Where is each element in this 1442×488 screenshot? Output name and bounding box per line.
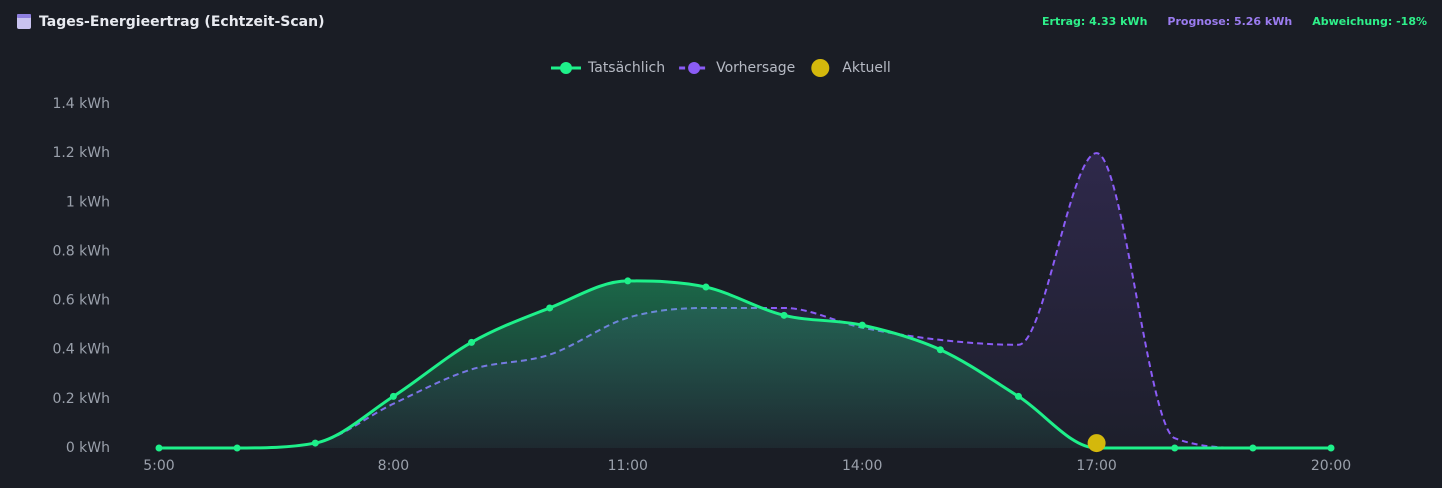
- point: [468, 338, 476, 346]
- point: [1249, 444, 1257, 452]
- stat: Ertrag: 4.33 kWh: [1042, 15, 1147, 28]
- line: [159, 279, 1331, 450]
- y-tick-label: 0.4 kWh: [52, 342, 110, 358]
- y-tick-label: 0.8 kWh: [52, 243, 110, 259]
- legend-dot: [688, 62, 701, 74]
- stat: Abweichung: -18%: [1312, 15, 1427, 28]
- area: [159, 280, 1331, 448]
- panel-title: Tages-Energieertrag (Echtzeit-Scan): [39, 14, 325, 30]
- y-tick-label: 0.6 kWh: [52, 293, 110, 309]
- current-point: [1087, 434, 1106, 453]
- point: [233, 444, 241, 452]
- point: [624, 277, 632, 285]
- area: [159, 153, 1331, 448]
- x-tick-label: 8:00: [378, 458, 409, 474]
- legend-label: Tatsächlich: [587, 60, 665, 76]
- y-tick-label: 0 kWh: [66, 440, 110, 456]
- stat: Prognose: 5.26 kWh: [1167, 15, 1292, 28]
- y-tick-label: 1.2 kWh: [52, 145, 110, 161]
- point: [155, 444, 163, 452]
- line: [159, 152, 1331, 450]
- legend-label: Aktuell: [842, 60, 890, 76]
- y-tick-label: 1.4 kWh: [52, 96, 110, 112]
- point: [1014, 392, 1022, 400]
- point: [1327, 444, 1335, 452]
- point: [311, 439, 319, 447]
- point: [858, 321, 866, 329]
- y-tick-label: 1 kWh: [66, 194, 110, 210]
- point: [780, 311, 788, 319]
- x-tick-label: 20:00: [1311, 458, 1351, 474]
- x-tick-label: 11:00: [608, 458, 648, 474]
- point: [1171, 444, 1179, 452]
- x-tick-label: 14:00: [842, 458, 882, 474]
- point: [702, 283, 710, 291]
- point: [936, 346, 944, 354]
- x-tick-label: 17:00: [1076, 458, 1116, 474]
- legend-dot: [560, 62, 572, 74]
- point: [546, 304, 554, 312]
- legend-dot: [811, 59, 830, 77]
- legend-label: Vorhersage: [716, 60, 795, 76]
- y-tick-label: 0.2 kWh: [52, 391, 110, 407]
- x-tick-label: 5:00: [143, 458, 174, 474]
- calendar-icon: [17, 14, 31, 29]
- point: [389, 392, 397, 400]
